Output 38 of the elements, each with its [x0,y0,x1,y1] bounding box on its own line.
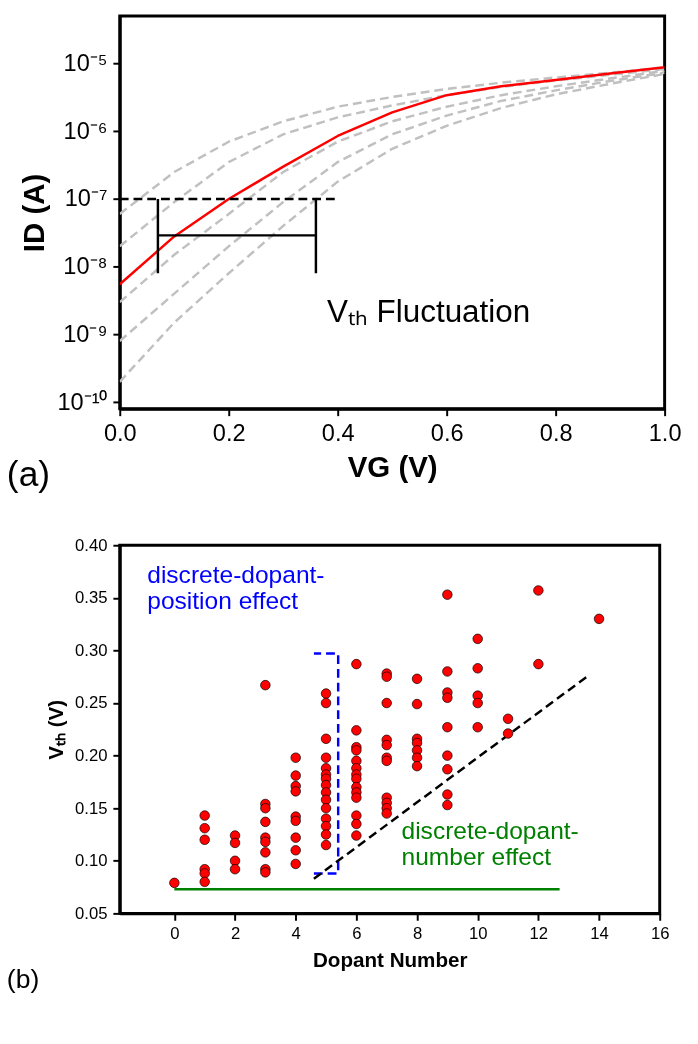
y-tick-label: 0.15 [75,798,108,818]
x-tick-label: 8 [412,924,423,944]
x-tick-label: 4 [291,924,301,944]
x-tick-label: 0 [170,924,180,944]
y-tick-label: 10⁻⁵ [63,49,108,76]
x-tick-label: 0.8 [539,419,573,446]
x-axis-title: Dopant Number [312,947,468,971]
x-tick-label: 1.0 [648,419,682,446]
x-tick-label: 14 [590,924,609,944]
x-tick-label: 0.6 [430,419,464,446]
y-tick-label: 10⁻⁹ [63,320,108,347]
y-tick-label: 10⁻¹⁰ [57,388,108,415]
text: (a) [6,454,51,494]
x-tick-label: 16 [650,924,670,944]
series-label: Vₜₕ Fluctuation [326,294,531,330]
y-tick-label: 0.20 [75,746,108,766]
y-axis-title: ID (A) [16,173,50,253]
x-tick-label: 2 [230,924,241,944]
y-axis-title: Vₜₕ (V) [44,699,68,760]
y-tick-label: 0.30 [75,640,108,660]
x-tick-label: 12 [529,924,549,944]
y-tick-label: 0.35 [75,588,108,608]
x-tick-label: 0.2 [212,419,246,446]
x-tick-label: 0.0 [103,419,137,446]
y-tick-label: 0.40 [75,535,108,555]
y-tick-label: 10⁻⁷ [64,185,108,212]
y-tick-label: 10⁻⁶ [63,117,108,144]
text: (b) [6,964,40,994]
y-tick-label: 0.05 [75,903,108,923]
x-tick-label: 0.4 [321,419,355,446]
x-axis-title: VG (V) [347,450,438,484]
x-tick-label: 6 [352,924,362,944]
y-tick-label: 10⁻⁸ [63,253,108,280]
y-tick-label: 0.10 [75,851,108,871]
y-tick-label: 0.25 [75,693,108,713]
x-tick-label: 10 [468,924,488,944]
series-label: discrete-dopant- position effect [147,560,325,615]
series-label: discrete-dopant- number effect [401,816,579,871]
